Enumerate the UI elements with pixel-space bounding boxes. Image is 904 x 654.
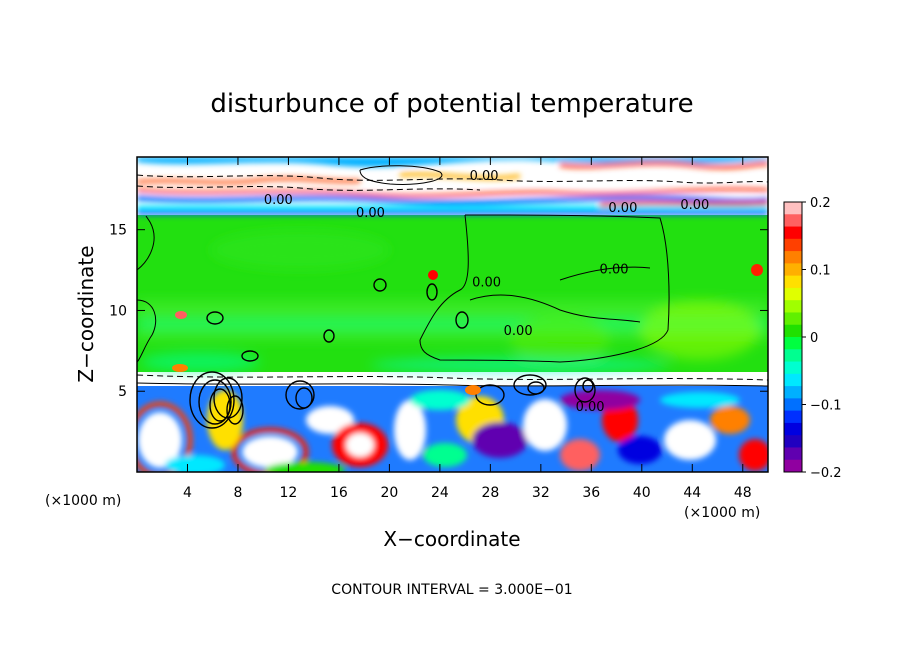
colorbar-swatch [784, 447, 802, 461]
x-tick-label: 8 [233, 485, 242, 501]
x-tick-label: 4 [183, 485, 192, 501]
contour-interval-footer: CONTOUR INTERVAL = 3.000E−01 [331, 582, 572, 598]
colorbar-swatch [784, 435, 802, 448]
x-tick-label: 36 [582, 485, 600, 501]
x-unit-right: (×1000 m) [684, 505, 760, 521]
colorbar-swatch [784, 398, 802, 412]
y-tick-label: 5 [118, 384, 127, 400]
colorbar-swatch [784, 361, 802, 375]
plume-clusters [189, 278, 596, 429]
colorbar-tick-label: 0.2 [810, 196, 831, 211]
contour-label: 0.00 [470, 169, 499, 184]
contour-labels: 0.00 0.00 0.00 0.00 0.00 0.00 0.00 0.00 0.00 [264, 169, 709, 415]
field-mid-variation [137, 230, 768, 373]
x-tick-label: 44 [683, 485, 701, 501]
plot-area: 0.00 0.00 0.00 0.00 0.00 0.00 0.00 0.00 0.00 [137, 157, 768, 472]
x-tick-label: 48 [734, 485, 752, 501]
colorbar-tick-label: −0.2 [810, 466, 842, 481]
colorbar-swatch [784, 386, 802, 399]
x-tick-label: 32 [532, 485, 550, 501]
field-upper-bands [137, 157, 768, 215]
x-tick-label: 28 [481, 485, 499, 501]
colorbar-swatch [784, 422, 802, 436]
contour-label: 0.00 [504, 324, 533, 339]
colorbar-swatch [784, 373, 802, 387]
colorbar-tick-label: 0.1 [810, 264, 831, 279]
field-stratosphere [137, 157, 768, 215]
colorbar-tick-label: 0 [810, 331, 818, 346]
colorbar: 0.2 0.1 0 −0.1 −0.2 [783, 196, 842, 481]
plot-frame [136, 156, 769, 473]
colorbar-swatch [784, 238, 802, 252]
y-axis-label: Z−coordinate [74, 245, 98, 382]
x-tick-label: 16 [330, 485, 348, 501]
contour-label: 0.00 [264, 193, 293, 208]
x-tick-label: 12 [280, 485, 298, 501]
plume-color-spots [172, 264, 763, 395]
colorbar-swatch [784, 214, 802, 228]
x-tick-label: 20 [380, 485, 398, 501]
x-axis-label: X−coordinate [383, 527, 520, 551]
contour-label: 0.00 [356, 206, 385, 221]
contour-lines [137, 165, 768, 387]
x-tick-label: 24 [431, 485, 449, 501]
colorbar-swatch [784, 300, 802, 313]
colorbar-swatch [784, 275, 802, 289]
colorbar-tick-label: −0.1 [810, 399, 842, 414]
x-ticks: 4 8 12 16 20 24 28 32 36 40 44 48 [183, 157, 752, 501]
y-ticks: 5 10 15 [109, 223, 768, 400]
colorbar-swatch [784, 459, 802, 473]
y-tick-label: 15 [109, 223, 127, 239]
contour-label: 0.00 [680, 198, 709, 213]
colorbar-swatch [784, 202, 802, 215]
y-tick-label: 10 [109, 303, 127, 319]
colorbar-swatch [784, 312, 802, 326]
colorbar-swatch [784, 263, 802, 277]
contour-label: 0.00 [600, 262, 629, 277]
colorbar-swatch [784, 324, 802, 338]
colorbar-swatch [784, 410, 802, 424]
colorbar-swatch [784, 226, 802, 240]
colorbar-swatch [784, 337, 802, 350]
colorbar-swatch [784, 349, 802, 363]
chart-title: disturbunce of potential temperature [210, 89, 693, 119]
contour-label: 0.00 [472, 275, 501, 290]
colorbar-swatch [784, 287, 802, 301]
x-unit-left: (×1000 m) [45, 493, 121, 509]
colorbar-swatch [784, 251, 802, 264]
contour-label: 0.00 [608, 201, 637, 216]
x-tick-label: 40 [633, 485, 651, 501]
contour-label: 0.00 [576, 400, 605, 415]
